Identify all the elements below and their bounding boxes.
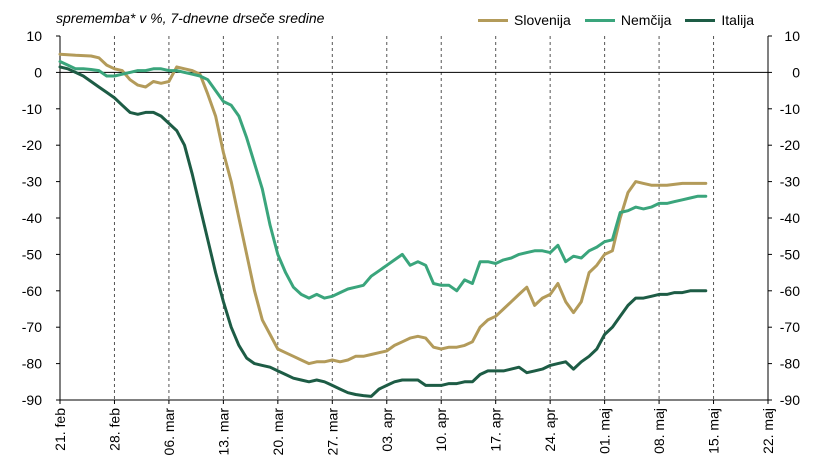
y-tick-label-right: -80 xyxy=(780,356,800,372)
y-tick-label-left: -10 xyxy=(22,101,42,117)
legend: Slovenija Nemčija Italija xyxy=(478,12,754,28)
y-tick-label-right: -50 xyxy=(780,246,800,262)
y-tick-label-left: 10 xyxy=(26,28,42,44)
y-tick-label-left: -60 xyxy=(22,283,42,299)
y-tick-label-right: -90 xyxy=(780,392,800,408)
legend-item-slovenija: Slovenija xyxy=(478,12,571,28)
x-tick-label: 22. maj xyxy=(760,408,776,454)
chart-subtitle: sprememba* v %, 7-dnevne drseče sredine xyxy=(56,10,325,26)
y-tick-label-right: 0 xyxy=(792,64,800,80)
y-tick-label-right: 10 xyxy=(784,28,800,44)
y-tick-label-left: 0 xyxy=(34,64,42,80)
x-tick-label: 08. maj xyxy=(651,408,667,454)
legend-swatch-slovenija xyxy=(478,18,508,22)
y-tick-label-left: -50 xyxy=(22,246,42,262)
series-line-nem-ija xyxy=(58,60,708,300)
y-tick-label-left: -90 xyxy=(22,392,42,408)
series xyxy=(58,52,708,398)
x-tick-label: 27. mar xyxy=(324,408,340,456)
x-tick-label: 01. maj xyxy=(597,408,613,454)
x-axis: 21. feb 28. feb 06. mar 13. mar 20. mar 27. m… xyxy=(52,399,776,456)
legend-swatch-nemcija xyxy=(584,18,615,22)
x-tick-label: 06. mar xyxy=(161,408,177,456)
y-tick-label-left: -80 xyxy=(22,356,42,372)
legend-label-italija: Italija xyxy=(721,12,755,28)
y-tick-label-left: -20 xyxy=(22,137,42,153)
legend-swatch-italija xyxy=(685,18,716,22)
y-tick-label-right: -20 xyxy=(780,137,800,153)
x-tick-label: 15. maj xyxy=(706,408,722,454)
y-tick-label-right: -30 xyxy=(780,174,800,190)
x-tick-label: 20. mar xyxy=(270,408,286,456)
series-line-slovenija xyxy=(58,52,708,366)
x-tick-label: 13. mar xyxy=(215,408,231,456)
y-tick-label-left: -40 xyxy=(22,210,42,226)
y-tick-label-right: -10 xyxy=(780,101,800,117)
y-tick-label-right: -40 xyxy=(780,210,800,226)
x-tick-label: 10. apr xyxy=(433,408,449,452)
x-tick-label: 21. feb xyxy=(52,408,68,451)
y-tick-label-left: -70 xyxy=(22,319,42,335)
grid xyxy=(113,36,769,400)
x-tick-label: 24. apr xyxy=(542,408,558,452)
y-axis-right: 10 0 -10 -20 -30 -40 -50 -60 -70 -80 -90 xyxy=(767,28,800,408)
series-line-italija xyxy=(58,65,708,398)
x-tick-label: 28. feb xyxy=(106,408,122,451)
legend-label-nemcija: Nemčija xyxy=(620,12,672,28)
y-tick-label-left: -30 xyxy=(22,174,42,190)
y-tick-label-right: -70 xyxy=(780,319,800,335)
y-tick-label-right: -60 xyxy=(780,283,800,299)
y-axis-left: 10 0 -10 -20 -30 -40 -50 -60 -70 -80 -90 xyxy=(22,28,61,408)
legend-item-italija: Italija xyxy=(685,12,754,28)
x-tick-label: 03. apr xyxy=(379,408,395,452)
legend-label-slovenija: Slovenija xyxy=(514,12,571,28)
x-tick-label: 17. apr xyxy=(488,408,504,452)
legend-item-nemcija: Nemčija xyxy=(584,12,672,28)
